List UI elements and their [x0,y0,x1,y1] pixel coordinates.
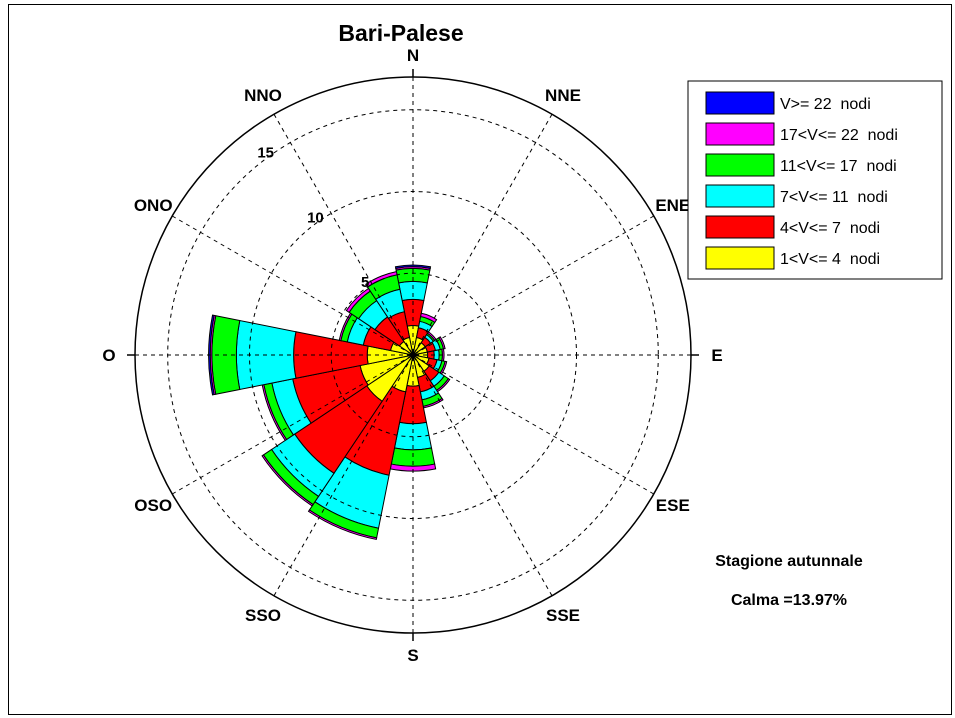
legend-swatch-1 [705,91,775,115]
radial-tick-label-5: 5 [361,274,369,291]
direction-label-o: O [102,346,115,365]
direction-label-sso: SSO [245,606,281,625]
radial-tick-label-15: 15 [257,144,274,161]
legend-swatch-5 [705,215,775,239]
legend-label-4: 7<V<= 11 nodi [780,189,888,206]
legend-label-5: 4<V<= 7 nodi [780,220,880,237]
legend-label-1: V>= 22 nodi [780,96,871,113]
season-annotation: Stagione autunnale [715,553,863,570]
legend-label-2: 17<V<= 22 nodi [780,127,898,144]
direction-label-n: N [407,46,419,65]
grid-layer [127,69,699,641]
sector-n-band-6 [394,264,432,269]
direction-label-nno: NNO [244,86,282,105]
legend: V>= 22 nodi 17<V<= 22 nodi 11<V<= 17 nodi 7… [687,80,943,280]
radial-tick-label-10: 10 [307,209,324,226]
legend-swatch-3 [705,153,775,177]
direction-label-sse: SSE [546,606,580,625]
legend-label-3: 11<V<= 17 nodi [780,158,897,175]
labels-layer: 5 10 15 N NNE ENE E ESE SSE S SSO OSO O ONO NNO [102,46,722,665]
direction-label-ese: ESE [656,496,690,515]
calm-annotation: Calma =13.97% [731,592,847,609]
direction-label-ono: ONO [134,196,173,215]
sector-so-band-5 [261,454,314,507]
sector-ene-band-5 [438,336,446,350]
legend-swatch-4 [705,184,775,208]
direction-label-nne: NNE [545,86,581,105]
chart-title: Bari-Palese [338,20,463,46]
direction-label-e: E [711,346,722,365]
wind-rose-chart: 5 10 15 N NNE ENE E ESE SSE S SSO OSO O ONO NNO Bari-P… [102,20,943,665]
sector-o-band-6 [208,314,215,396]
sector-sso-band-5 [307,509,378,541]
chart-frame: 5 10 15 N NNE ENE E ESE SSE S SSO OSO O ONO NNO Bari-P… [8,4,952,715]
direction-label-ene: ENE [655,196,690,215]
legend-label-6: 1<V<= 4 nodi [780,251,880,268]
legend-swatch-6 [705,246,775,270]
legend-swatch-2 [705,122,775,146]
direction-label-oso: OSO [134,496,172,515]
sector-nne-band-5 [420,312,438,324]
sector-n-band-3 [398,280,428,302]
radial-ring-5 [330,272,496,438]
direction-label-s: S [407,646,418,665]
sectors-layer [208,264,451,541]
